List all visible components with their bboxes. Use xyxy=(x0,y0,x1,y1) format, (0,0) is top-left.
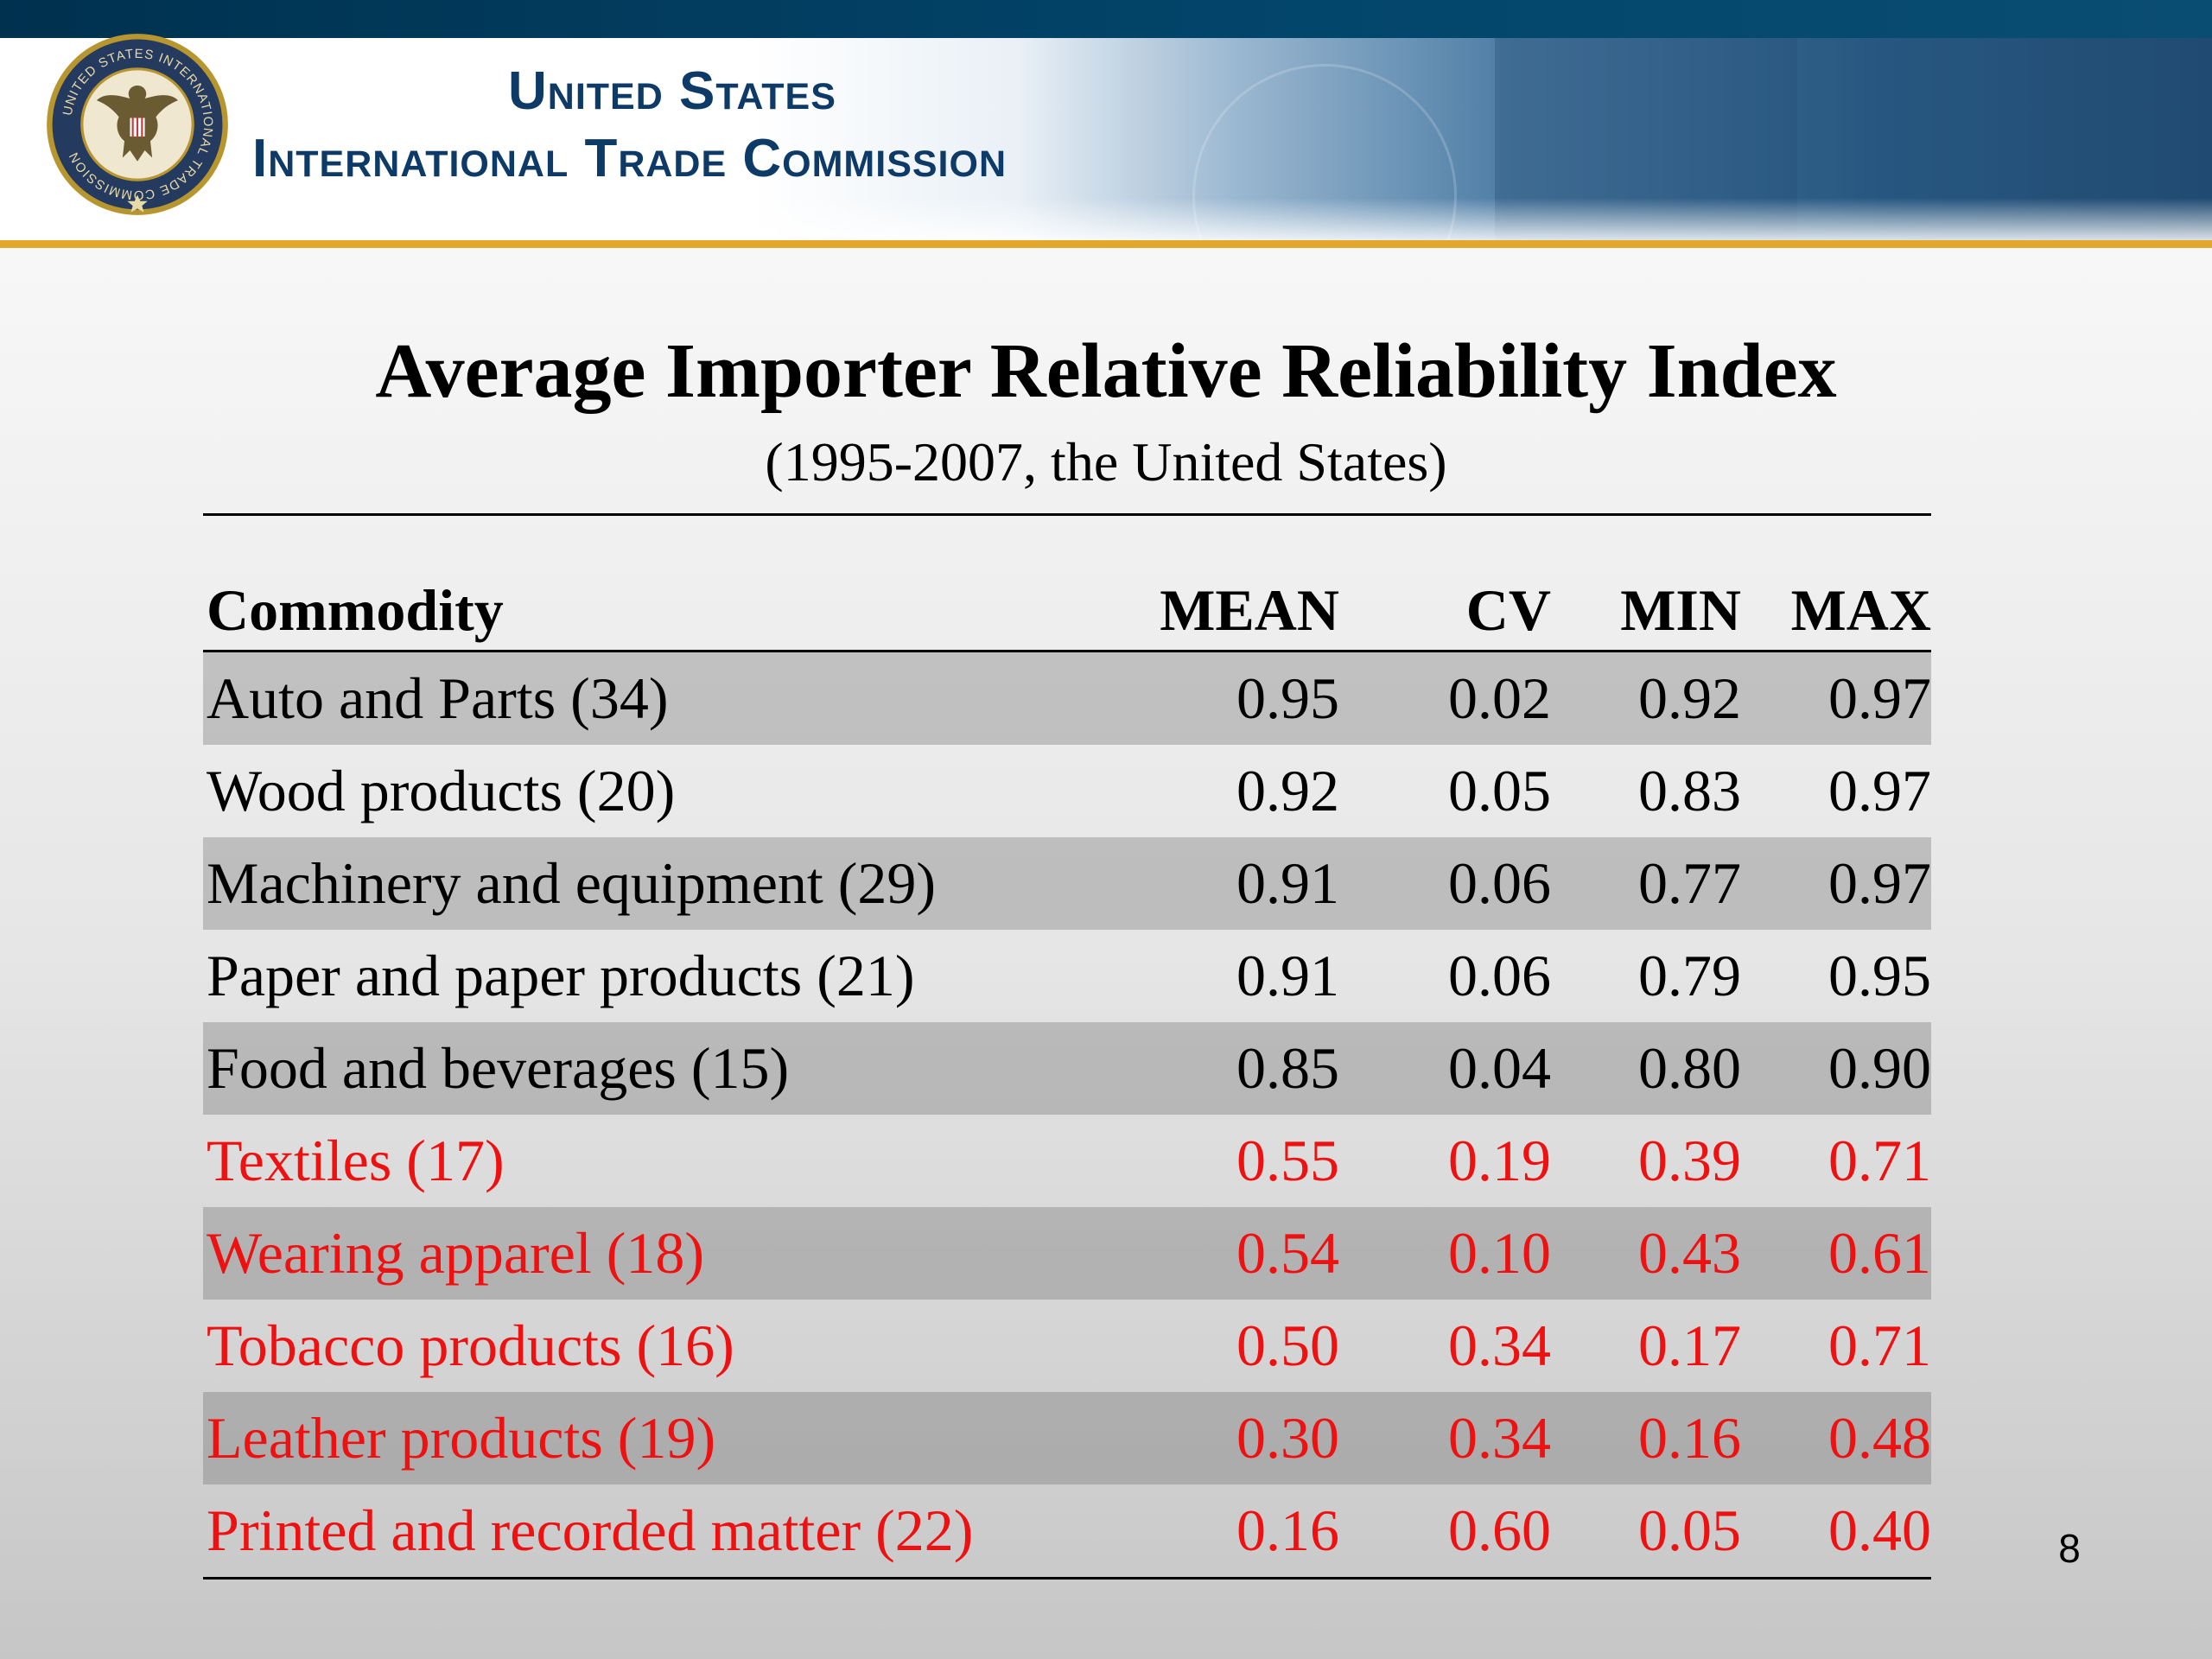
table-row-highlighted: Textiles (17) 0.55 0.19 0.39 0.71 xyxy=(203,1115,1931,1207)
cell-commodity: Machinery and equipment (29) xyxy=(203,837,1071,930)
cell-cv: 0.34 xyxy=(1448,1313,1551,1378)
usitc-seal-logo: UNITED STATES INTERNATIONAL TRADE COMMIS… xyxy=(47,34,228,215)
cell-cv: 0.06 xyxy=(1448,943,1551,1008)
cell-cv: 0.02 xyxy=(1339,651,1551,745)
reliability-index-table: Commodity MEAN CV MIN MAX Auto and Parts… xyxy=(203,570,1931,1580)
header-banner: UNITED STATES INTERNATIONAL TRADE COMMIS… xyxy=(0,0,2212,251)
cell-mean: 0.91 xyxy=(1236,943,1339,1008)
table-row-highlighted: Tobacco products (16) 0.50 0.34 0.17 0.7… xyxy=(203,1300,1931,1392)
cell-commodity: Tobacco products (16) xyxy=(207,1313,734,1378)
cell-min: 0.77 xyxy=(1551,837,1741,930)
header-light-band xyxy=(0,198,2212,241)
cell-max: 0.97 xyxy=(1741,651,1931,745)
cell-commodity: Printed and recorded matter (22) xyxy=(203,1484,1071,1580)
cell-cv: 0.60 xyxy=(1339,1484,1551,1580)
title-rule xyxy=(203,513,1931,516)
cell-min: 0.16 xyxy=(1551,1392,1741,1484)
column-header-cv: CV xyxy=(1339,570,1551,652)
column-header-commodity: Commodity xyxy=(203,570,1071,652)
cell-min: 0.43 xyxy=(1551,1207,1741,1300)
cell-max: 0.97 xyxy=(1828,758,1931,823)
slide-title: Average Importer Relative Reliability In… xyxy=(375,328,1837,414)
cell-commodity: Textiles (17) xyxy=(207,1128,505,1193)
cell-commodity: Paper and paper products (21) xyxy=(207,943,915,1008)
table-row: Wood products (20) 0.92 0.05 0.83 0.97 xyxy=(203,745,1931,837)
seal-star-icon xyxy=(127,194,148,213)
cell-max: 0.95 xyxy=(1828,943,1931,1008)
cell-cv: 0.06 xyxy=(1339,837,1551,930)
cell-mean: 0.30 xyxy=(1071,1392,1339,1484)
cell-max: 0.97 xyxy=(1741,837,1931,930)
cell-max: 0.71 xyxy=(1828,1313,1931,1378)
cell-commodity: Auto and Parts (34) xyxy=(203,651,1071,745)
page-number: 8 xyxy=(2058,1526,2081,1571)
cell-commodity: Food and beverages (15) xyxy=(203,1022,1071,1115)
cell-max: 0.61 xyxy=(1741,1207,1931,1300)
cell-mean: 0.54 xyxy=(1071,1207,1339,1300)
header-accent-line xyxy=(0,240,2212,248)
cell-commodity: Wood products (20) xyxy=(207,758,676,823)
header-background xyxy=(0,38,2212,251)
header-top-bar xyxy=(0,0,2212,38)
organization-name-line1: United States xyxy=(508,61,836,121)
cell-mean: 0.95 xyxy=(1071,651,1339,745)
table-row-highlighted: Printed and recorded matter (22) 0.16 0.… xyxy=(203,1484,1931,1580)
cell-min: 0.05 xyxy=(1551,1484,1741,1580)
cell-min: 0.83 xyxy=(1638,758,1741,823)
cell-commodity: Wearing apparel (18) xyxy=(203,1207,1071,1300)
cell-max: 0.48 xyxy=(1741,1392,1931,1484)
cell-min: 0.79 xyxy=(1638,943,1741,1008)
cell-cv: 0.34 xyxy=(1339,1392,1551,1484)
cell-commodity: Leather products (19) xyxy=(203,1392,1071,1484)
cell-mean: 0.55 xyxy=(1236,1128,1339,1193)
table-row-highlighted: Wearing apparel (18) 0.54 0.10 0.43 0.61 xyxy=(203,1207,1931,1300)
table-row: Paper and paper products (21) 0.91 0.06 … xyxy=(203,930,1931,1022)
organization-name-line2: International Trade Commission xyxy=(252,129,1007,188)
table-row: Food and beverages (15) 0.85 0.04 0.80 0… xyxy=(203,1022,1931,1115)
cell-mean: 0.85 xyxy=(1071,1022,1339,1115)
cell-min: 0.17 xyxy=(1638,1313,1741,1378)
cell-max: 0.90 xyxy=(1741,1022,1931,1115)
table-header-row: Commodity MEAN CV MIN MAX xyxy=(203,570,1931,652)
cell-min: 0.39 xyxy=(1638,1128,1741,1193)
cell-mean: 0.16 xyxy=(1071,1484,1339,1580)
cell-mean: 0.91 xyxy=(1071,837,1339,930)
cell-cv: 0.05 xyxy=(1448,758,1551,823)
cell-max: 0.40 xyxy=(1741,1484,1931,1580)
cell-cv: 0.19 xyxy=(1448,1128,1551,1193)
cell-max: 0.71 xyxy=(1828,1128,1931,1193)
cell-cv: 0.10 xyxy=(1339,1207,1551,1300)
cell-min: 0.80 xyxy=(1551,1022,1741,1115)
cell-cv: 0.04 xyxy=(1339,1022,1551,1115)
column-header-mean: MEAN xyxy=(1071,570,1339,652)
cell-min: 0.92 xyxy=(1551,651,1741,745)
column-header-max: MAX xyxy=(1741,570,1931,652)
table-row: Machinery and equipment (29) 0.91 0.06 0… xyxy=(203,837,1931,930)
eagle-icon xyxy=(96,86,179,162)
cell-mean: 0.92 xyxy=(1236,758,1339,823)
table-row-highlighted: Leather products (19) 0.30 0.34 0.16 0.4… xyxy=(203,1392,1931,1484)
table-row: Auto and Parts (34) 0.95 0.02 0.92 0.97 xyxy=(203,651,1931,745)
column-header-min: MIN xyxy=(1551,570,1741,652)
slide-subtitle: (1995-2007, the United States) xyxy=(765,431,1447,493)
cell-mean: 0.50 xyxy=(1236,1313,1339,1378)
